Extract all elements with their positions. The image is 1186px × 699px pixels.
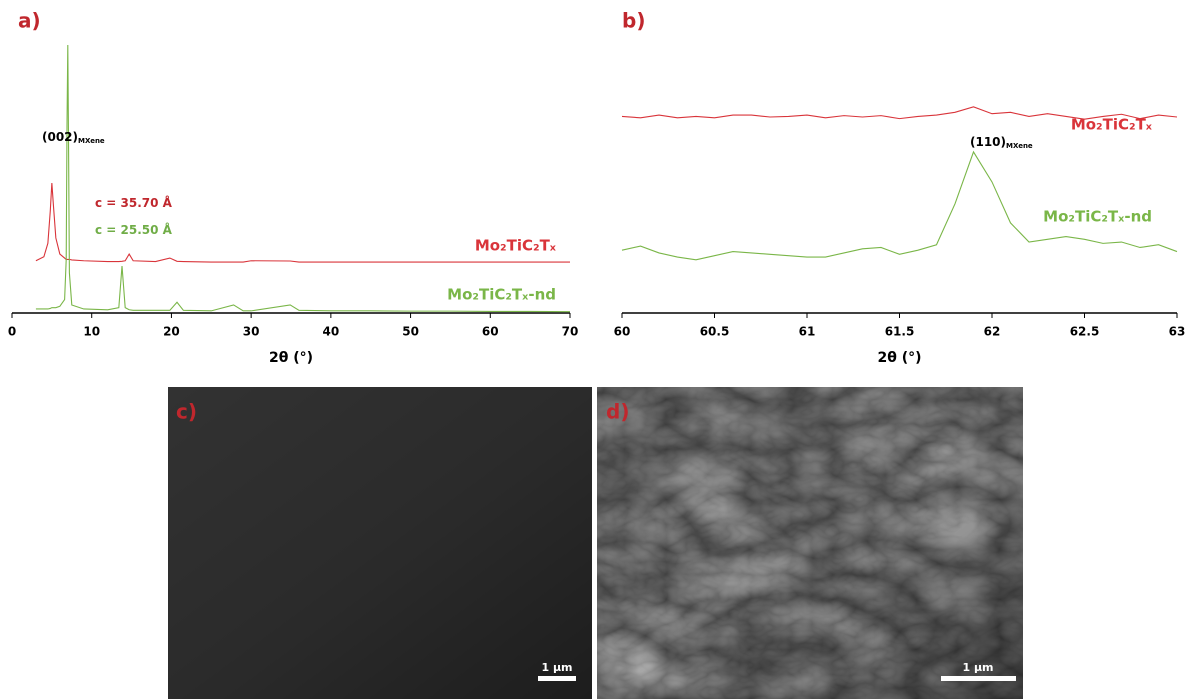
annotation: c = 35.70 Å: [95, 195, 173, 210]
scale-bar: [941, 676, 1016, 681]
scale-bar: [538, 676, 576, 681]
series-line: [622, 152, 1177, 260]
annotation: (110)MXene: [970, 135, 1033, 151]
annotation: c = 25.50 Å: [95, 222, 173, 237]
x-tick-label: 50: [402, 325, 419, 339]
annotation-subscript: MXene: [1006, 142, 1033, 150]
scale-bar-label: 1 µm: [541, 661, 572, 674]
annotation-text: c = 25.50 Å: [95, 222, 173, 237]
annotation: (002)MXene: [42, 130, 105, 146]
x-tick-label: 60: [614, 325, 631, 339]
x-tick-label: 60: [482, 325, 499, 339]
x-tick-label: 0: [8, 325, 16, 339]
x-tick-label: 10: [83, 325, 100, 339]
x-tick-label: 60.5: [700, 325, 730, 339]
annotation-text: (002): [42, 130, 78, 144]
panel-label: a): [18, 9, 41, 33]
x-axis-label: 2θ (°): [269, 350, 313, 366]
x-tick-label: 63: [1169, 325, 1186, 339]
annotation-text: c = 35.70 Å: [95, 195, 173, 210]
legend-label: Mo₂TiC₂Tₓ-nd: [1043, 208, 1152, 226]
x-tick-label: 40: [323, 325, 340, 339]
annotation-subscript: MXene: [78, 137, 105, 145]
annotation-text: (110): [970, 135, 1006, 149]
panel-label: d): [606, 400, 629, 424]
panel-label: c): [176, 400, 197, 424]
series-line: [36, 45, 570, 312]
legend-label: Mo₂TiC₂Tₓ-nd: [447, 286, 556, 304]
x-tick-label: 62: [984, 325, 1001, 339]
x-axis-label: 2θ (°): [877, 350, 921, 366]
sem-texture: [597, 387, 1023, 699]
scale-bar-label: 1 µm: [962, 661, 993, 674]
sem-image-c: [168, 387, 592, 699]
legend-label: Mo₂TiC₂Tₓ: [475, 237, 557, 255]
legend-label: Mo₂TiC₂Tₓ: [1071, 116, 1153, 134]
sem-texture: [168, 387, 592, 699]
panel-label: b): [622, 9, 645, 33]
x-tick-label: 61.5: [885, 325, 915, 339]
x-tick-label: 20: [163, 325, 180, 339]
x-tick-label: 62.5: [1070, 325, 1100, 339]
x-tick-label: 61: [799, 325, 816, 339]
sem-image-d: [597, 387, 1023, 699]
figure: c) 1 µm d) 1 µm 0 10 20 30 40 50 60 70 2θ (°) a) M…: [0, 0, 1186, 699]
x-tick-label: 30: [243, 325, 260, 339]
x-tick-label: 70: [562, 325, 579, 339]
